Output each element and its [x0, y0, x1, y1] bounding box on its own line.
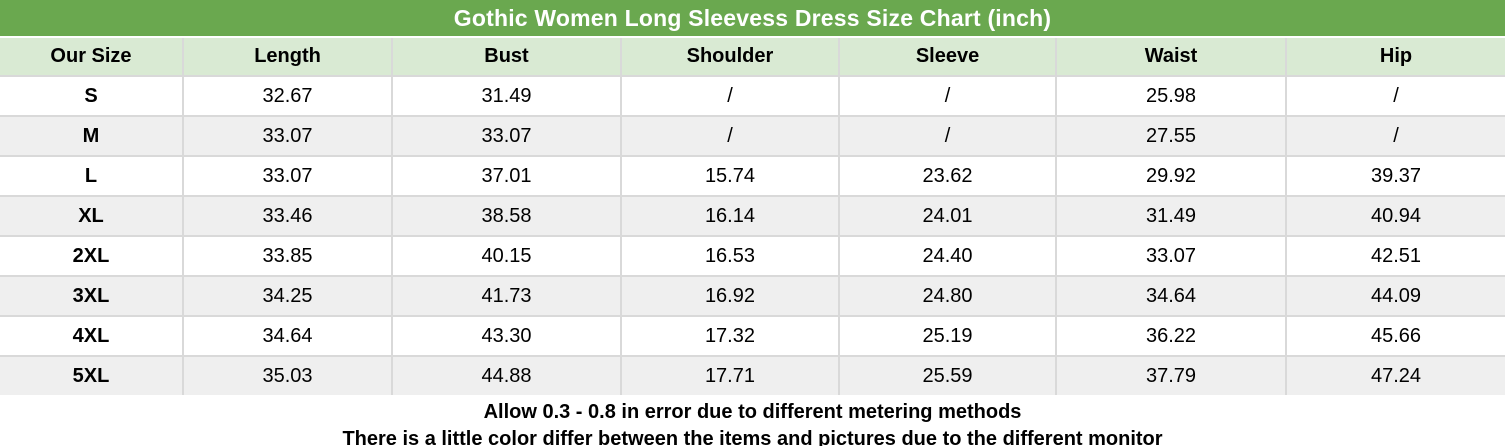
size-cell: 2XL [0, 235, 184, 277]
size-cell: 3XL [0, 275, 184, 317]
table-row-m: M 33.07 33.07//27.55/ [0, 115, 1505, 157]
value-cell: / [1284, 75, 1505, 117]
value-cell: 25.19 [837, 315, 1058, 357]
value-cell: 33.46 [181, 195, 394, 237]
value-cell: 16.92 [619, 275, 841, 317]
table-row-l: L 33.07 37.01 15.74 23.62 29.92 39.37 [0, 155, 1505, 197]
footer-notes: Allow 0.3 - 0.8 in error due to differen… [0, 395, 1505, 446]
value-cell: 16.14 [619, 195, 841, 237]
value-cell: 33.85 [181, 235, 394, 277]
value-cell: 25.59 [837, 355, 1058, 396]
value-cell: 47.24 [1284, 355, 1505, 396]
header-row: Our Size Length Bust Shoulder Sleeve Waist Hip [0, 37, 1505, 77]
column-header-our-size: Our Size [0, 37, 184, 77]
value-cell: 24.80 [837, 275, 1058, 317]
value-cell: 33.07 [181, 115, 394, 157]
value-cell: / [619, 75, 841, 117]
value-cell: 25.98 [1055, 75, 1287, 117]
value-cell: 40.94 [1284, 195, 1505, 237]
value-cell: / [619, 115, 841, 157]
value-cell: 34.25 [181, 275, 394, 317]
size-cell: 4XL [0, 315, 184, 357]
value-cell: 39.37 [1284, 155, 1505, 197]
column-header-shoulder: Shoulder [619, 37, 841, 77]
value-cell: 23.62 [837, 155, 1058, 197]
value-cell: 29.92 [1055, 155, 1287, 197]
value-cell: 34.64 [181, 315, 394, 357]
value-cell: 33.07 [181, 155, 394, 197]
note-color-difference: There is a little color differ between t… [342, 428, 1163, 446]
value-cell: 33.07 [1055, 235, 1287, 277]
size-cell: XL [0, 195, 184, 237]
value-cell: 37.01 [391, 155, 622, 197]
value-cell: 38.58 [391, 195, 622, 237]
chart-title: Gothic Women Long Sleevess Dress Size Ch… [0, 0, 1505, 38]
size-cell: M [0, 115, 184, 157]
value-cell: 34.64 [1055, 275, 1287, 317]
table-row-2xl: 2XL 33.85 40.15 16.53 24.40 33.07 42.51 [0, 235, 1505, 277]
note-error-tolerance: Allow 0.3 - 0.8 in error due to differen… [483, 401, 1022, 423]
value-cell: 33.07 [391, 115, 622, 157]
value-cell: 40.15 [391, 235, 622, 277]
column-header-hip: Hip [1284, 37, 1505, 77]
value-cell: 17.71 [619, 355, 841, 396]
value-cell: / [837, 115, 1058, 157]
table-row-xl: XL 33.46 38.58 16.14 24.01 31.49 40.94 [0, 195, 1505, 237]
size-cell: L [0, 155, 184, 197]
value-cell: 24.01 [837, 195, 1058, 237]
size-cell: 5XL [0, 355, 184, 396]
value-cell: 44.09 [1284, 275, 1505, 317]
column-header-length: Length [181, 37, 394, 77]
size-table: Our Size Length Bust Shoulder Sleeve Waist Hip… [0, 37, 1505, 396]
column-header-waist: Waist [1055, 37, 1287, 77]
value-cell: / [837, 75, 1058, 117]
value-cell: 41.73 [391, 275, 622, 317]
value-cell: 27.55 [1055, 115, 1287, 157]
value-cell: 17.32 [619, 315, 841, 357]
value-cell: / [1284, 115, 1505, 157]
value-cell: 31.49 [391, 75, 622, 117]
column-header-bust: Bust [391, 37, 622, 77]
value-cell: 15.74 [619, 155, 841, 197]
table-row-3xl: 3XL 34.25 41.73 16.92 24.80 34.64 44.09 [0, 275, 1505, 317]
value-cell: 16.53 [619, 235, 841, 277]
value-cell: 32.67 [181, 75, 394, 117]
column-header-sleeve: Sleeve [837, 37, 1058, 77]
value-cell: 45.66 [1284, 315, 1505, 357]
value-cell: 31.49 [1055, 195, 1287, 237]
value-cell: 42.51 [1284, 235, 1505, 277]
value-cell: 35.03 [181, 355, 394, 396]
table-row-s: S 32.67 31.49//25.98/ [0, 75, 1505, 117]
value-cell: 24.40 [837, 235, 1058, 277]
value-cell: 36.22 [1055, 315, 1287, 357]
value-cell: 43.30 [391, 315, 622, 357]
value-cell: 44.88 [391, 355, 622, 396]
value-cell: 37.79 [1055, 355, 1287, 396]
table-row-4xl: 4XL 34.64 43.30 17.32 25.19 36.22 45.66 [0, 315, 1505, 357]
size-cell: S [0, 75, 184, 117]
table-row-5xl: 5XL 35.03 44.88 17.71 25.59 37.79 47.24 [0, 355, 1505, 396]
